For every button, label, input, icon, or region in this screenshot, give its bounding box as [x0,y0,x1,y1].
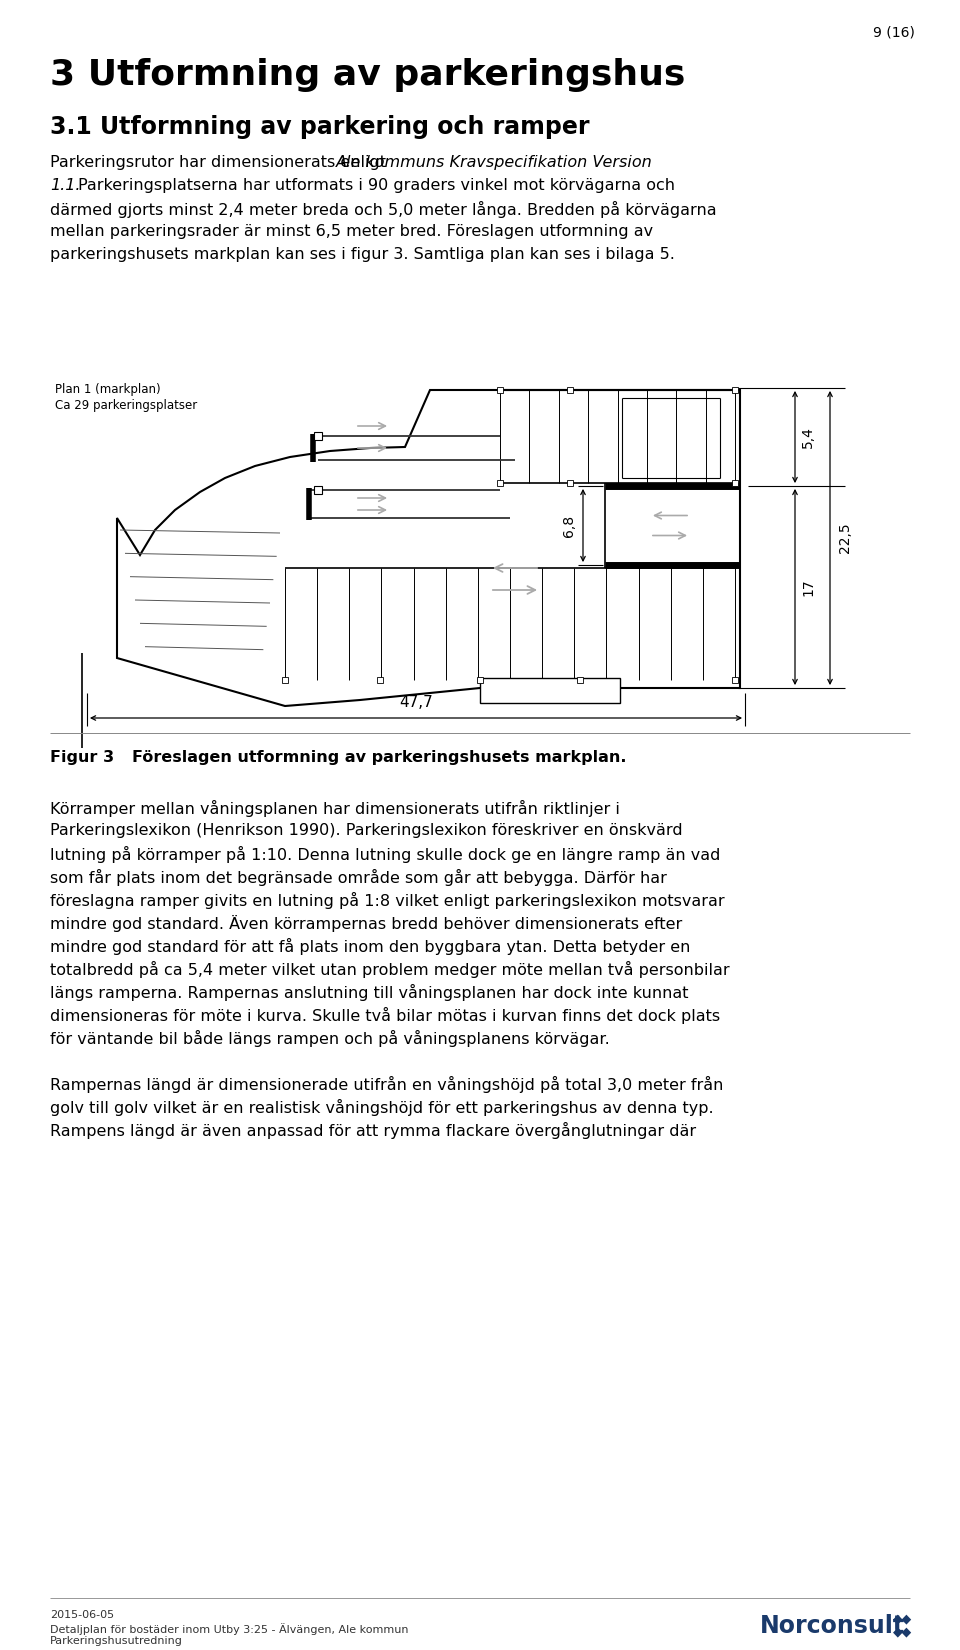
Bar [732,480,738,487]
Text: 5,4: 5,4 [801,426,815,447]
Text: Körramper mellan våningsplanen har dimensionerats utifrån riktlinjer i: Körramper mellan våningsplanen har dimen… [50,800,620,817]
Text: mindre god standard. Även körrampernas bredd behöver dimensionerats efter: mindre god standard. Även körrampernas b… [50,916,683,932]
Text: 1.1.: 1.1. [50,178,81,193]
Bar [377,676,383,683]
Text: ◆◆: ◆◆ [893,1625,912,1638]
Bar [477,676,483,683]
Text: för väntande bil både längs rampen och på våningsplanens körvägar.: för väntande bil både längs rampen och p… [50,1030,610,1048]
Bar [314,487,322,493]
Text: 22,5: 22,5 [838,523,852,553]
Text: Parkeringslexikon (Henrikson 1990). Parkeringslexikon föreskriver en önskvärd: Parkeringslexikon (Henrikson 1990). Park… [50,823,683,838]
Text: Parkeringsrutor har dimensionerats enligt: Parkeringsrutor har dimensionerats enlig… [50,155,391,170]
Text: Rampens längd är även anpassad för att rymma flackare övergånglutningar där: Rampens längd är även anpassad för att r… [50,1122,696,1138]
Text: 47,7: 47,7 [399,695,433,710]
Bar [732,676,738,683]
Text: som får plats inom det begränsade område som går att bebygga. Därför har: som får plats inom det begränsade område… [50,870,667,886]
Text: Parkeringshusutredning: Parkeringshusutredning [50,1637,182,1647]
Bar [497,480,503,487]
Text: Figur 3: Figur 3 [50,751,114,766]
Text: längs ramperna. Rampernas anslutning till våningsplanen har dock inte kunnat: längs ramperna. Rampernas anslutning til… [50,983,688,1002]
Text: dimensioneras för möte i kurva. Skulle två bilar mötas i kurvan finns det dock p: dimensioneras för möte i kurva. Skulle t… [50,1006,720,1025]
Text: mindre god standard för att få plats inom den byggbara ytan. Detta betyder en: mindre god standard för att få plats ino… [50,937,690,955]
Text: föreslagna ramper givits en lutning på 1:8 vilket enligt parkeringslexikon motsv: föreslagna ramper givits en lutning på 1… [50,893,725,909]
Text: Plan 1 (markplan): Plan 1 (markplan) [55,383,160,396]
Text: ◆◆: ◆◆ [893,1612,912,1625]
Bar [480,678,620,703]
Bar [567,480,573,487]
Text: därmed gjorts minst 2,4 meter breda och 5,0 meter långa. Bredden på körvägarna: därmed gjorts minst 2,4 meter breda och … [50,201,716,218]
Text: Föreslagen utformning av parkeringshusets markplan.: Föreslagen utformning av parkeringshuset… [132,751,627,766]
Text: mellan parkeringsrader är minst 6,5 meter bred. Föreslagen utformning av: mellan parkeringsrader är minst 6,5 mete… [50,224,653,239]
Text: parkeringshusets markplan kan ses i figur 3. Samtliga plan kan ses i bilaga 5.: parkeringshusets markplan kan ses i figu… [50,248,675,262]
Text: Detaljplan för bostäder inom Utby 3:25 - Älvängen, Ale kommun: Detaljplan för bostäder inom Utby 3:25 -… [50,1624,409,1635]
Text: Ca 29 parkeringsplatser: Ca 29 parkeringsplatser [55,399,197,412]
Bar [567,388,573,393]
Bar [577,676,583,683]
Text: Parkeringsplatserna har utformats i 90 graders vinkel mot körvägarna och: Parkeringsplatserna har utformats i 90 g… [78,178,675,193]
Text: 2015-06-05: 2015-06-05 [50,1610,114,1620]
Text: lutning på körramper på 1:10. Denna lutning skulle dock ge en längre ramp än vad: lutning på körramper på 1:10. Denna lutn… [50,846,720,863]
Text: 6,8: 6,8 [562,515,576,536]
Text: Ale kommuns Kravspecifikation Version: Ale kommuns Kravspecifikation Version [336,155,653,170]
Bar [732,388,738,393]
Text: golv till golv vilket är en realistisk våningshöjd för ett parkeringshus av denn: golv till golv vilket är en realistisk v… [50,1099,713,1115]
Text: 3.1 Utformning av parkering och ramper: 3.1 Utformning av parkering och ramper [50,116,589,139]
Text: 3 Utformning av parkeringshus: 3 Utformning av parkeringshus [50,58,685,92]
Bar [314,432,322,441]
Bar [282,676,288,683]
Text: Norconsult: Norconsult [760,1614,905,1638]
Text: Rampernas längd är dimensionerade utifrån en våningshöjd på total 3,0 meter från: Rampernas längd är dimensionerade utifrå… [50,1076,724,1092]
Bar [497,388,503,393]
Polygon shape [117,389,740,706]
Text: 9 (16): 9 (16) [874,25,915,40]
Text: totalbredd på ca 5,4 meter vilket utan problem medger möte mellan två personbila: totalbredd på ca 5,4 meter vilket utan p… [50,960,730,978]
Text: 17: 17 [801,578,815,596]
